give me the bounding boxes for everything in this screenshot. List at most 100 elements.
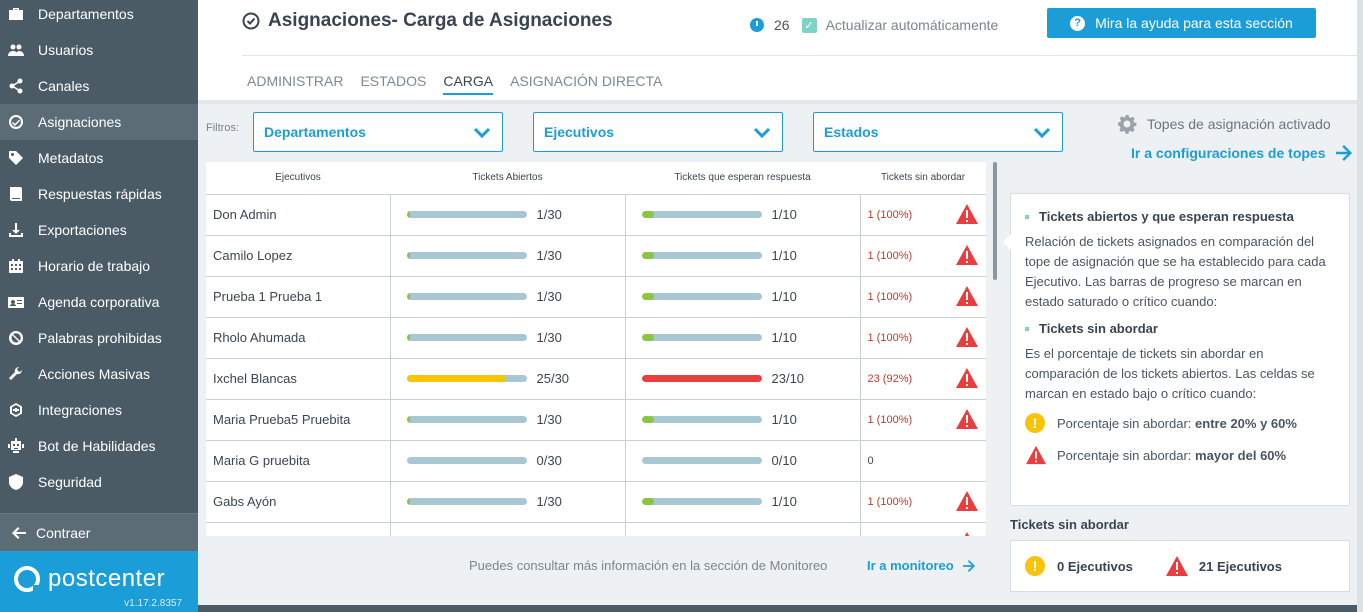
executive-name: Maria Prueba5 Pruebita [206, 399, 391, 441]
states-dropdown[interactable]: Estados [813, 112, 1063, 152]
sidebar-item-metadatos[interactable]: Metadatos [0, 140, 198, 176]
progress-bar [406, 293, 527, 300]
open-tickets-cell: 1/30 [390, 481, 626, 523]
help-info-panel: Tickets abiertos y que esperan respuesta… [1003, 193, 1350, 506]
tab-estados[interactable]: ESTADOS [360, 73, 427, 89]
open-tickets-cell: 1/30 [390, 317, 626, 359]
table-row: Ixchel Blancas 25/30 23/10 23 (92%) [206, 358, 986, 400]
legend-high: Porcentaje sin abordar: mayor del 60% [1025, 445, 1335, 465]
warning-triangle-icon [956, 490, 978, 511]
open-tickets-cell: 1/30 [390, 399, 626, 441]
download-icon [8, 222, 24, 238]
table-scrollbar[interactable] [993, 162, 997, 280]
progress-fill [641, 498, 654, 505]
progress-fill [406, 416, 411, 423]
topes-status-label: Topes de asignación activado [1147, 116, 1331, 132]
sidebar-item-horario-de-trabajo[interactable]: Horario de trabajo [0, 248, 198, 284]
progress-bar [641, 334, 762, 341]
executives-dropdown[interactable]: Ejecutivos [533, 112, 783, 152]
shield-icon [8, 474, 24, 490]
help-button[interactable]: ? Mira la ayuda para esta sección [1047, 8, 1316, 38]
progress-cell: 1/30 [391, 207, 625, 222]
info-heading-open: Tickets abiertos y que esperan respuesta [1025, 209, 1335, 224]
unattended-cell: 1 (100%) [860, 399, 986, 441]
table-row [206, 522, 986, 536]
sidebar-item-seguridad[interactable]: Seguridad [0, 464, 198, 500]
monitor-note: Puedes consultar más información en la s… [469, 558, 828, 573]
unattended-value: 1 (100%) [867, 249, 913, 262]
progress-bar [641, 375, 762, 382]
auto-refresh: 26 ✓ Actualizar automáticamente [750, 17, 998, 33]
col-header-open-tickets[interactable]: Tickets Abiertos [390, 162, 625, 195]
progress-cell: 1/10 [626, 248, 860, 263]
col-header-waiting-tickets[interactable]: Tickets que esperan respuesta [625, 162, 860, 195]
progress-cell: 0/30 [391, 453, 625, 468]
progress-cell: 1/30 [391, 494, 625, 509]
refresh-countdown: 26 [774, 17, 790, 33]
progress-bar [641, 211, 762, 218]
tab-asignaci-n-directa[interactable]: ASIGNACIÓN DIRECTA [510, 73, 663, 89]
sidebar-item-label: Horario de trabajo [38, 258, 151, 274]
sidebar-item-departamentos[interactable]: Departamentos [0, 0, 198, 32]
sidebar-item-respuestas-rápidas[interactable]: Respuestas rápidas [0, 176, 198, 212]
sidebar-item-label: Bot de Habilidades [38, 438, 156, 454]
sidebar-item-acciones-masivas[interactable]: Acciones Masivas [0, 356, 198, 392]
progress-fill [641, 211, 654, 218]
sidebar-item-palabras-prohibidas[interactable]: Palabras prohibidas [0, 320, 198, 356]
topes-config-link[interactable]: Ir a configuraciones de topes [1131, 143, 1354, 163]
open-tickets-cell: 0/30 [390, 440, 626, 482]
executive-name: Ixchel Blancas [206, 358, 391, 400]
progress-fill [406, 498, 411, 505]
warning-triangle-icon [1165, 556, 1188, 576]
chevron-down-icon [1033, 127, 1051, 139]
col-header-executives[interactable]: Ejecutivos [206, 162, 390, 195]
progress-cell: 1/10 [626, 494, 860, 509]
sidebar-item-asignaciones[interactable]: Asignaciones [0, 104, 198, 140]
monitor-link-label: Ir a monitoreo [867, 558, 954, 573]
page-scrollbar-track [1357, 0, 1363, 612]
sidebar-item-canales[interactable]: Canales [0, 68, 198, 104]
legend-high-label: Porcentaje sin abordar: [1057, 447, 1192, 463]
ratio-value: 25/30 [536, 371, 570, 386]
sidebar-item-label: Agenda corporativa [38, 294, 160, 310]
page-title: Asignaciones- Carga de Asignaciones [268, 10, 613, 31]
unattended-cell: 1 (100%) [860, 194, 986, 236]
sidebar-item-integraciones[interactable]: Integraciones [0, 392, 198, 428]
progress-cell: 1/10 [626, 207, 860, 222]
chevron-down-icon [473, 127, 491, 139]
auto-update-checkbox[interactable]: ✓ [801, 17, 817, 33]
sidebar-item-exportaciones[interactable]: Exportaciones [0, 212, 198, 248]
unattended-value: 1 (100%) [867, 495, 913, 508]
departments-dropdown[interactable]: Departamentos [253, 112, 503, 152]
sidebar-item-label: Exportaciones [38, 222, 127, 238]
info-paragraph-unattended: Es el porcentaje de tickets sin abordar … [1025, 346, 1315, 401]
sidebar-item-bot-de-habilidades[interactable]: Bot de Habilidades [0, 428, 198, 464]
warning-triangle-icon [956, 203, 978, 224]
warning-triangle-icon [1026, 445, 1046, 465]
ratio-value: 1/10 [771, 207, 797, 222]
table-header-row: Ejecutivos Tickets Abiertos Tickets que … [206, 162, 986, 195]
executive-name [206, 522, 391, 536]
tab-administrar[interactable]: ADMINISTRAR [247, 73, 344, 89]
tab-carga[interactable]: CARGA [443, 73, 494, 95]
progress-cell: 1/30 [391, 289, 625, 304]
sidebar-item-label: Asignaciones [38, 114, 122, 130]
collapse-button[interactable]: Contraer [0, 513, 198, 551]
monitor-link[interactable]: Ir a monitoreo [867, 558, 976, 573]
sidebar-item-label: Integraciones [38, 402, 123, 418]
table-row: Rholo Ahumada 1/30 1/10 1 (100%) [206, 317, 986, 359]
waiting-tickets-cell [625, 522, 861, 536]
col-header-unattended-tickets[interactable]: Tickets sin abordar [860, 162, 986, 195]
header: Asignaciones- Carga de Asignaciones 26 ✓… [198, 0, 1357, 100]
sidebar-item-agenda-corporativa[interactable]: Agenda corporativa [0, 284, 198, 320]
executives-dropdown-label: Ejecutivos [544, 124, 615, 140]
sidebar-item-label: Palabras prohibidas [38, 330, 162, 346]
warning-triangle-icon [956, 285, 978, 306]
postcenter-logo-icon [14, 566, 41, 593]
open-tickets-cell: 1/30 [390, 276, 626, 318]
load-table: Ejecutivos Tickets Abiertos Tickets que … [206, 162, 986, 536]
unattended-value: 1 (100%) [867, 290, 913, 303]
sidebar-item-usuarios[interactable]: Usuarios [0, 32, 198, 68]
unattended-cell [860, 522, 986, 536]
unattended-cell: 23 (92%) [860, 358, 986, 400]
